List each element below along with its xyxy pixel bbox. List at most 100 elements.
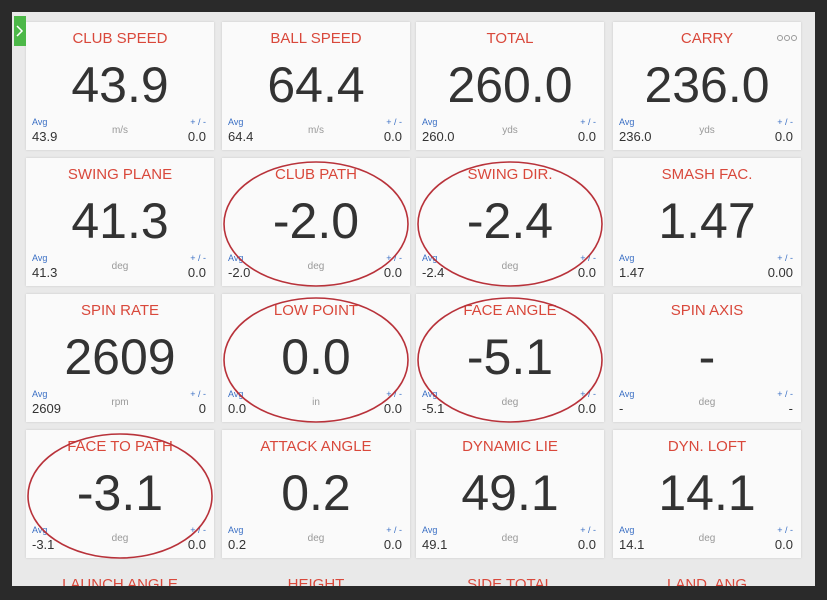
metric-label: DYNAMIC LIE — [462, 438, 558, 455]
avg-value: -3.1 — [32, 537, 55, 552]
menu-tab[interactable] — [14, 16, 26, 46]
avg-value: 0.2 — [228, 537, 247, 552]
metric-tile: DYN. LOFT 14.1 Avg 14.1 deg + / - 0.0 — [613, 430, 801, 558]
metric-label: SWING PLANE — [67, 166, 173, 183]
hand-drawn-circle — [417, 297, 603, 423]
deviation-value: 0.0 — [577, 537, 596, 552]
unit: in — [312, 397, 320, 408]
deviation-label: + / - — [190, 525, 206, 535]
menu-arrow — [16, 25, 24, 37]
avg-value: 14.1 — [619, 537, 645, 552]
avg-value: 0.0 — [228, 401, 247, 416]
deviation-label: + / - — [386, 389, 402, 399]
deviation-label: + / - — [777, 253, 793, 263]
avg-label: Avg — [228, 525, 244, 535]
deviation-value: 0.0 — [383, 537, 402, 552]
avg-value: 41.3 — [32, 265, 58, 280]
avg-value: -2.4 — [422, 265, 445, 280]
deviation-label: + / - — [777, 389, 793, 399]
hand-drawn-circle — [27, 433, 213, 559]
metric-value: - — [698, 329, 716, 385]
deviation-label: + / - — [580, 389, 596, 399]
avg-label: Avg — [228, 117, 244, 127]
avg-value: -2.0 — [228, 265, 251, 280]
avg-label: Avg — [32, 525, 48, 535]
deviation-label: + / - — [190, 389, 206, 399]
avg-value: - — [619, 401, 624, 416]
metric-value: -5.1 — [466, 329, 554, 385]
avg-value: 260.0 — [422, 129, 455, 144]
avg-value: 236.0 — [619, 129, 652, 144]
hand-drawn-circle — [417, 161, 603, 287]
avg-label: Avg — [619, 253, 635, 263]
metric-label: CLUB PATH — [275, 166, 357, 183]
metric-label: LOW POINT — [273, 302, 359, 319]
deviation-value: 0.0 — [187, 537, 206, 552]
metric-value: 43.9 — [71, 57, 169, 113]
deviation-value: 0.0 — [577, 265, 596, 280]
avg-value: 49.1 — [422, 537, 448, 552]
unit: deg — [501, 261, 519, 272]
screen: CLUB SPEED 43.9 Avg 43.9 m/s + / - 0.0 BALL SPE… — [12, 12, 815, 586]
metric-value: 1.47 — [658, 193, 756, 249]
unit: yds — [502, 125, 518, 136]
metric-label: HEIGHT — [287, 576, 345, 586]
metric-value: 0.0 — [281, 329, 351, 385]
deviation-value: 0.0 — [187, 129, 206, 144]
deviation-label: + / - — [386, 525, 402, 535]
avg-label: Avg — [619, 389, 635, 399]
metric-label: CARRY — [680, 30, 734, 47]
unit: deg — [111, 533, 129, 544]
unit: deg — [307, 533, 325, 544]
hand-drawn-circle — [223, 297, 409, 423]
metric-value: -2.4 — [466, 193, 554, 249]
metric-label: SPIN AXIS — [670, 302, 744, 319]
metric-tile: TOTAL 260.0 Avg 260.0 yds + / - 0.0 — [416, 22, 604, 150]
metric-label: SPIN RATE — [80, 302, 160, 319]
unit: m/s — [307, 125, 325, 136]
deviation-label: + / - — [386, 117, 402, 127]
metric-tile: ATTACK ANGLE 0.2 Avg 0.2 deg + / - 0.0 — [222, 430, 410, 558]
avg-label: Avg — [619, 525, 635, 535]
avg-label: Avg — [32, 117, 48, 127]
metric-tile: SMASH FAC. 1.47 Avg 1.47 + / - 0.00 — [613, 158, 801, 286]
deviation-value: 0.00 — [767, 265, 793, 280]
unit: rpm — [111, 397, 129, 408]
deviation-value: - — [788, 401, 793, 416]
avg-value: 43.9 — [32, 129, 58, 144]
metric-label: FACE TO PATH — [67, 438, 173, 455]
metric-tile: SPIN AXIS - Avg - deg + / - - — [613, 294, 801, 422]
unit: deg — [307, 261, 325, 272]
deviation-value: 0 — [198, 401, 206, 416]
metric-label: BALL SPEED — [270, 30, 362, 47]
metric-label: SIDE TOTAL — [467, 576, 553, 586]
hand-drawn-circle — [223, 161, 409, 287]
avg-label: Avg — [422, 117, 438, 127]
metric-label: TOTAL — [486, 30, 534, 47]
deviation-label: + / - — [190, 117, 206, 127]
metric-label: FACE ANGLE — [463, 302, 557, 319]
metric-label: DYN. LOFT — [667, 438, 747, 455]
metric-value: -2.0 — [272, 193, 360, 249]
avg-label: Avg — [32, 253, 48, 263]
metric-label: CLUB SPEED — [72, 30, 168, 47]
deviation-label: + / - — [386, 253, 402, 263]
avg-label: Avg — [228, 253, 244, 263]
unit: yds — [699, 125, 715, 136]
metric-value: 41.3 — [71, 193, 169, 249]
options-icon[interactable] — [777, 35, 797, 41]
deviation-label: + / - — [580, 253, 596, 263]
metric-tile: CARRY 236.0 Avg 236.0 yds + / - 0.0 — [613, 22, 801, 150]
metric-label: SWING DIR. — [467, 166, 553, 183]
avg-label: Avg — [422, 525, 438, 535]
deviation-value: 0.0 — [187, 265, 206, 280]
deviation-label: + / - — [580, 117, 596, 127]
metric-tile: DYNAMIC LIE 49.1 Avg 49.1 deg + / - 0.0 — [416, 430, 604, 558]
deviation-value: 0.0 — [774, 129, 793, 144]
metric-label: ATTACK ANGLE — [260, 438, 372, 455]
deviation-label: + / - — [580, 525, 596, 535]
avg-value: -5.1 — [422, 401, 445, 416]
avg-value: 2609 — [32, 401, 61, 416]
unit: deg — [111, 261, 129, 272]
